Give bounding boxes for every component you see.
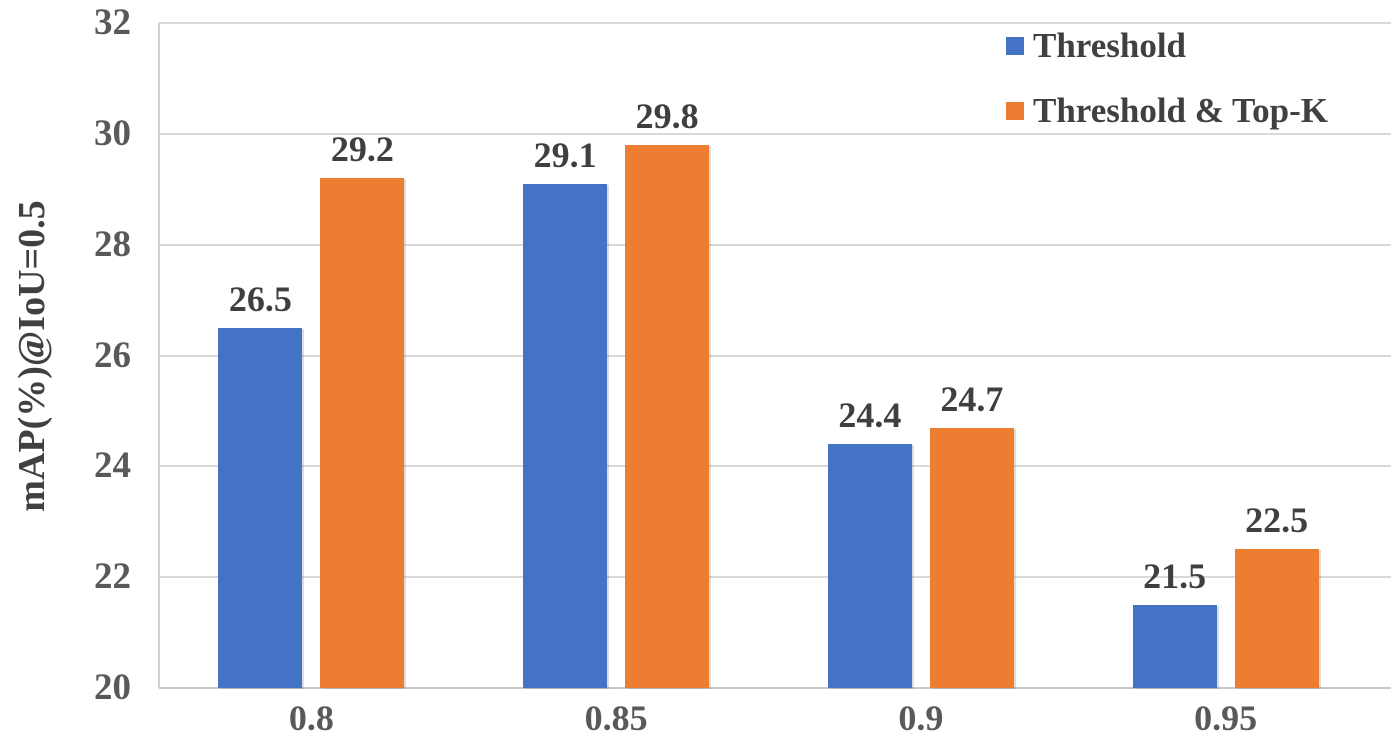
x-axis-tick-0.8: 0.8: [288, 698, 334, 738]
y-axis-line: [158, 23, 160, 688]
bar-value-label: 24.4: [838, 395, 902, 436]
bar-value-label: 26.5: [228, 278, 292, 319]
bar-value-label: 22.5: [1245, 500, 1309, 541]
bar-threshold-0.9: [827, 444, 912, 688]
bar-threshold-0.95: [1132, 604, 1217, 688]
legend-item-threshold-top-k: Threshold & Top-K: [1006, 89, 1328, 133]
gridline-32: [159, 22, 1391, 24]
gridline-20: [159, 687, 1391, 689]
bar-value-label: 24.7: [940, 378, 1004, 419]
bar-threshold-top-k-0.85: [625, 144, 710, 688]
y-axis-tick-26: 26: [94, 334, 131, 376]
y-axis-tick-28: 28: [94, 223, 131, 265]
gridline-22: [159, 576, 1391, 579]
y-axis-tick-22: 22: [94, 556, 131, 598]
legend-item-threshold: Threshold: [1006, 24, 1328, 68]
legend-label: Threshold & Top-K: [1033, 91, 1329, 130]
legend-swatch-icon: [1006, 102, 1024, 120]
y-axis-tick-30: 30: [94, 112, 131, 154]
bar-value-label: 29.1: [533, 134, 597, 175]
x-axis-tick-0.9: 0.9: [898, 698, 944, 738]
bar-threshold-0.8: [218, 327, 303, 688]
bar-value-label: 29.2: [330, 129, 394, 170]
y-axis-tick-24: 24: [94, 445, 131, 487]
x-axis-tick-0.85: 0.85: [584, 698, 648, 738]
bar-threshold-top-k-0.8: [320, 178, 405, 688]
bar-threshold-top-k-0.95: [1234, 549, 1319, 688]
y-axis-tick-32: 32: [94, 2, 131, 43]
bar-value-label: 29.8: [635, 95, 699, 136]
bar-threshold-top-k-0.9: [929, 427, 1014, 688]
y-axis-tick-20: 20: [94, 667, 131, 708]
bar-threshold-0.85: [523, 183, 608, 688]
gridline-30: [159, 132, 1391, 135]
gridline-28: [159, 243, 1391, 246]
legend-label: Threshold: [1033, 26, 1187, 65]
legend: Threshold Threshold & Top-K: [1006, 24, 1328, 154]
gridline-24: [159, 465, 1391, 468]
gridline-26: [159, 354, 1391, 357]
legend-swatch-icon: [1006, 37, 1024, 55]
bar-value-label: 21.5: [1143, 555, 1207, 596]
x-axis-tick-0.95: 0.95: [1194, 698, 1258, 738]
